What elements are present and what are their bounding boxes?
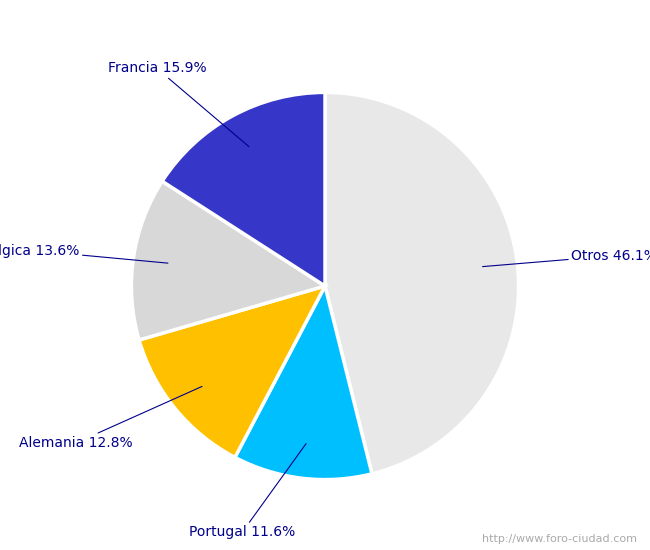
Wedge shape	[131, 182, 325, 340]
Text: Alemania 12.8%: Alemania 12.8%	[20, 387, 202, 450]
Text: Outeiro de Rei - Turistas extranjeros según país - Abril de 2024: Outeiro de Rei - Turistas extranjeros se…	[84, 14, 566, 30]
Wedge shape	[139, 286, 325, 458]
Text: Francia 15.9%: Francia 15.9%	[108, 62, 249, 147]
Wedge shape	[162, 92, 325, 286]
Text: Bélgica 13.6%: Bélgica 13.6%	[0, 243, 168, 263]
Text: Otros 46.1%: Otros 46.1%	[482, 249, 650, 267]
Text: Portugal 11.6%: Portugal 11.6%	[189, 444, 306, 539]
Text: http://www.foro-ciudad.com: http://www.foro-ciudad.com	[482, 535, 637, 544]
Wedge shape	[235, 286, 372, 480]
Wedge shape	[325, 92, 519, 474]
